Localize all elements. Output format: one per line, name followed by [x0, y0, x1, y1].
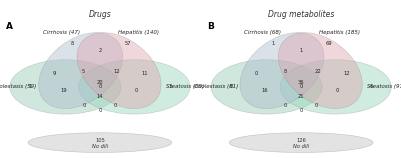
Text: 57: 57: [124, 41, 131, 46]
Text: 1: 1: [28, 84, 32, 89]
Text: 12: 12: [343, 71, 349, 76]
Ellipse shape: [229, 133, 373, 152]
Text: Hepatitis (140): Hepatitis (140): [118, 30, 159, 35]
Text: Steatosis (97): Steatosis (97): [367, 84, 401, 89]
Text: Cirrhosis (68): Cirrhosis (68): [244, 30, 282, 35]
Text: 0: 0: [98, 84, 101, 89]
Ellipse shape: [278, 33, 362, 109]
Ellipse shape: [77, 33, 161, 109]
Title: Drug metabolites: Drug metabolites: [268, 10, 334, 19]
Text: 0: 0: [284, 103, 288, 108]
Ellipse shape: [280, 60, 391, 114]
Ellipse shape: [211, 60, 322, 114]
Text: Hepatitis (185): Hepatitis (185): [319, 30, 360, 35]
Ellipse shape: [240, 33, 324, 109]
Text: 0: 0: [336, 88, 339, 93]
Text: 0: 0: [83, 103, 86, 108]
Text: 1: 1: [300, 48, 303, 53]
Text: 11: 11: [142, 71, 148, 76]
Text: 69: 69: [326, 41, 332, 46]
Text: Steatosis (60): Steatosis (60): [166, 84, 204, 89]
Text: 3: 3: [168, 84, 172, 89]
Text: 0: 0: [315, 103, 318, 108]
Text: 1: 1: [272, 41, 275, 46]
Text: 126: 126: [296, 138, 306, 143]
Text: B: B: [207, 22, 214, 31]
Ellipse shape: [28, 133, 172, 152]
Text: Cholestasis (59): Cholestasis (59): [0, 84, 36, 89]
Text: 5: 5: [82, 69, 85, 74]
Text: 6: 6: [369, 84, 373, 89]
Text: 36: 36: [298, 80, 304, 85]
Text: 20: 20: [97, 80, 103, 85]
Text: Cholestasis (81): Cholestasis (81): [194, 84, 238, 89]
Title: Drugs: Drugs: [89, 10, 111, 19]
Text: 0: 0: [135, 88, 138, 93]
Text: No dili: No dili: [293, 144, 309, 149]
Text: 8: 8: [283, 69, 286, 74]
Text: 14: 14: [97, 94, 103, 99]
Text: 19: 19: [60, 88, 67, 93]
Text: 0: 0: [229, 84, 233, 89]
Text: 9: 9: [53, 71, 57, 76]
Text: 0: 0: [98, 108, 101, 113]
Text: 22: 22: [314, 69, 321, 74]
Text: 21: 21: [298, 94, 304, 99]
Text: Cirrhosis (47): Cirrhosis (47): [43, 30, 80, 35]
Text: No dili: No dili: [92, 144, 108, 149]
Text: A: A: [6, 22, 13, 31]
Text: 0: 0: [113, 103, 117, 108]
Ellipse shape: [10, 60, 121, 114]
Text: 2: 2: [98, 48, 101, 53]
Text: 12: 12: [113, 69, 119, 74]
Text: 0: 0: [300, 84, 303, 89]
Text: 0: 0: [254, 71, 258, 76]
Text: 105: 105: [95, 138, 105, 143]
Text: 8: 8: [71, 41, 74, 46]
Text: 16: 16: [261, 88, 268, 93]
Ellipse shape: [39, 33, 123, 109]
Ellipse shape: [79, 60, 190, 114]
Text: 0: 0: [300, 108, 303, 113]
